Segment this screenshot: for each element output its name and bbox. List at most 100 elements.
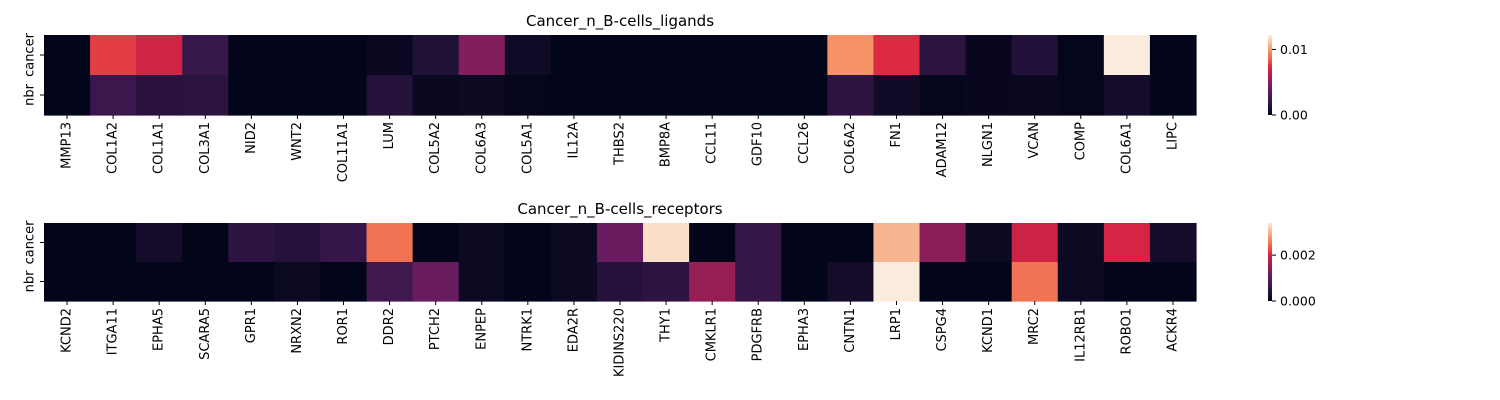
heatmap-cell-cancer-VCAN xyxy=(1011,35,1059,76)
heatmap-cell-cancer-GDF10 xyxy=(735,35,782,76)
heatmap-cell-nbr-WNT2 xyxy=(274,75,322,116)
heatmap-cell-cancer-LIPC xyxy=(1149,35,1197,76)
heatmap-cell-nbr-MRC2 xyxy=(1011,262,1059,302)
column-label-CCL26: CCL26 xyxy=(797,122,812,164)
heatmap-cell-cancer-CCL26 xyxy=(781,35,828,76)
chart-title: Cancer_n_B-cells_receptors xyxy=(517,200,722,219)
row-label-cancer: cancer xyxy=(23,32,38,76)
heatmap-cell-nbr-IL12A xyxy=(550,75,598,116)
colorbar-tick-label: 0.00 xyxy=(1280,108,1308,123)
heatmap-cell-cancer-COL1A1 xyxy=(136,35,183,76)
colorbar xyxy=(1268,223,1272,301)
column-label-CMKLR1: CMKLR1 xyxy=(705,308,720,361)
heatmap-cell-cancer-COL6A1 xyxy=(1103,35,1151,76)
column-label-ACKR4: ACKR4 xyxy=(1165,308,1180,352)
column-label-COL6A3: COL6A3 xyxy=(474,122,489,174)
column-label-COL3A1: COL3A1 xyxy=(198,122,213,174)
heatmap-cell-cancer-NLGN1 xyxy=(965,35,1013,76)
heatmap-cell-nbr-ITGA11 xyxy=(90,262,137,302)
heatmap-cell-cancer-DDR2 xyxy=(366,223,414,263)
heatmap-cell-nbr-ACKR4 xyxy=(1149,262,1197,302)
column-label-EDA2R: EDA2R xyxy=(566,308,581,352)
column-label-ADAM12: ADAM12 xyxy=(935,122,950,177)
row-label-nbr: nbr xyxy=(23,270,38,292)
column-label-NID2: NID2 xyxy=(244,122,259,154)
colorbar-tick-label: 0.002 xyxy=(1280,248,1316,263)
column-label-SCARA5: SCARA5 xyxy=(198,308,213,360)
heatmap-cell-nbr-COL6A3 xyxy=(458,75,506,116)
heatmap-cell-cancer-KIDINS220 xyxy=(596,223,644,263)
heatmap-cell-cancer-PDGFRB xyxy=(735,223,782,263)
column-label-ITGA11: ITGA11 xyxy=(106,308,121,355)
column-label-PDGFRB: PDGFRB xyxy=(751,308,766,361)
heatmap-cell-cancer-GPR1 xyxy=(228,223,275,263)
column-label-COL1A2: COL1A2 xyxy=(106,122,121,174)
heatmap-cell-nbr-NTRK1 xyxy=(504,262,552,302)
column-label-KCND1: KCND1 xyxy=(981,308,996,353)
column-label-DDR2: DDR2 xyxy=(382,308,397,345)
column-label-COMP: COMP xyxy=(1073,122,1088,161)
heatmap-cell-nbr-NRXN2 xyxy=(274,262,322,302)
heatmap-cell-cancer-CCL11 xyxy=(689,35,736,76)
heatmap-cell-nbr-CMKLR1 xyxy=(689,262,736,302)
column-label-KIDINS220: KIDINS220 xyxy=(613,308,628,377)
heatmap-cell-nbr-LIPC xyxy=(1149,75,1197,116)
column-label-BMP8A: BMP8A xyxy=(659,122,674,167)
heatmap-cell-cancer-COL5A1 xyxy=(504,35,552,76)
column-label-LUM: LUM xyxy=(382,122,397,149)
column-label-COL11A1: COL11A1 xyxy=(336,122,351,182)
column-label-CSPG4: CSPG4 xyxy=(935,308,950,352)
heatmap-cell-nbr-KIDINS220 xyxy=(596,262,644,302)
heatmap-cell-nbr-ENPEP xyxy=(458,262,506,302)
column-label-WNT2: WNT2 xyxy=(290,122,305,161)
column-label-ROR1: ROR1 xyxy=(336,308,351,345)
heatmap-cell-nbr-CCL11 xyxy=(689,75,736,116)
chart-title: Cancer_n_B-cells_ligands xyxy=(526,12,714,31)
heatmap-cell-nbr-COL1A1 xyxy=(136,75,183,116)
heatmap-cell-nbr-ROBO1 xyxy=(1103,262,1151,302)
column-label-VCAN: VCAN xyxy=(1027,122,1042,159)
heatmap-cell-nbr-COL11A1 xyxy=(320,75,368,116)
heatmap-cell-nbr-CNTN1 xyxy=(827,262,875,302)
heatmap-cell-cancer-MMP13 xyxy=(44,35,91,76)
heatmap-cell-cancer-THY1 xyxy=(643,223,690,263)
column-label-GPR1: GPR1 xyxy=(244,308,259,343)
column-label-ENPEP: ENPEP xyxy=(474,308,489,350)
heatmap-cell-nbr-FN1 xyxy=(873,75,921,116)
column-label-PTCH2: PTCH2 xyxy=(428,308,443,350)
heatmap-cell-cancer-KCND1 xyxy=(965,223,1013,263)
heatmap-cell-nbr-EPHA5 xyxy=(136,262,183,302)
heatmap-cell-cancer-COL11A1 xyxy=(320,35,368,76)
column-label-COL1A1: COL1A1 xyxy=(152,122,167,174)
heatmap-cell-nbr-PTCH2 xyxy=(412,262,460,302)
heatmap-cell-nbr-THBS2 xyxy=(596,75,644,116)
heatmap-cell-cancer-NTRK1 xyxy=(504,223,552,263)
heatmap-cell-cancer-ROBO1 xyxy=(1103,223,1151,263)
heatmap-cell-cancer-CNTN1 xyxy=(827,223,875,263)
heatmap-cell-cancer-ACKR4 xyxy=(1149,223,1197,263)
heatmap-cell-nbr-KCND1 xyxy=(965,262,1013,302)
heatmap-cell-cancer-COMP xyxy=(1057,35,1105,76)
column-label-FN1: FN1 xyxy=(889,122,904,147)
heatmap-cell-nbr-LUM xyxy=(366,75,414,116)
column-label-COL5A2: COL5A2 xyxy=(428,122,443,174)
column-label-CCL11: CCL11 xyxy=(705,122,720,164)
column-label-MRC2: MRC2 xyxy=(1027,308,1042,345)
heatmap-cell-nbr-ADAM12 xyxy=(919,75,967,116)
heatmap-cell-cancer-THBS2 xyxy=(596,35,644,76)
heatmap-cell-cancer-IL12RB1 xyxy=(1057,223,1105,263)
heatmap-cell-cancer-KCND2 xyxy=(44,223,91,263)
column-label-NTRK1: NTRK1 xyxy=(520,308,535,352)
row-label-nbr: nbr xyxy=(23,83,38,105)
heatmap-cell-nbr-NID2 xyxy=(228,75,275,116)
heatmap-cell-cancer-ITGA11 xyxy=(90,223,137,263)
heatmap-cell-cancer-FN1 xyxy=(873,35,921,76)
heatmap-cell-cancer-CSPG4 xyxy=(919,223,967,263)
heatmap-cell-nbr-CCL26 xyxy=(781,75,828,116)
heatmap-cell-nbr-THY1 xyxy=(643,262,690,302)
heatmap-cell-nbr-CSPG4 xyxy=(919,262,967,302)
heatmap-cell-nbr-BMP8A xyxy=(643,75,690,116)
heatmap-cell-cancer-COL3A1 xyxy=(182,35,229,76)
